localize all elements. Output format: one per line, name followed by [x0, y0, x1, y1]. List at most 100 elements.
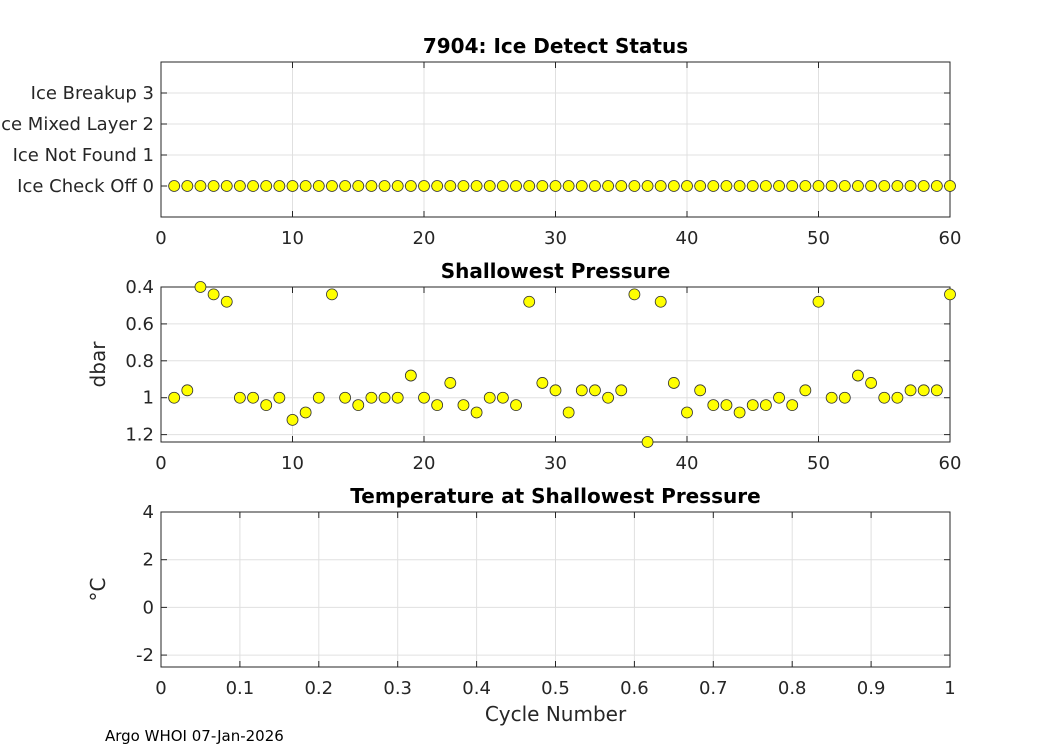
data-point [681, 180, 693, 192]
data-point [707, 399, 720, 411]
data-point [786, 399, 799, 411]
y-tick-label: -2 [136, 645, 154, 666]
data-point [944, 288, 956, 301]
data-point [917, 180, 930, 192]
data-point [891, 180, 904, 192]
y-tick-label: 0.4 [125, 277, 154, 298]
y-tick-label: 0 [143, 597, 154, 618]
data-point [694, 384, 707, 397]
data-point [510, 180, 522, 192]
x-tick-label: 10 [281, 453, 304, 474]
data-point [233, 180, 246, 192]
data-point [917, 384, 930, 397]
data-point [733, 406, 746, 419]
data-point [181, 384, 194, 397]
data-point [733, 180, 746, 192]
data-point [667, 377, 680, 389]
data-point [207, 180, 220, 192]
axes-frame [160, 511, 951, 668]
data-point [641, 436, 654, 448]
chart-title: Temperature at Shallowest Pressure [350, 484, 760, 508]
data-point [299, 180, 312, 192]
data-point [352, 180, 365, 192]
data-point [865, 377, 877, 389]
data-point [654, 180, 667, 192]
data-point [760, 399, 772, 411]
y-axis-label: °C [86, 578, 110, 602]
data-point [628, 180, 641, 192]
data-point [391, 391, 404, 404]
data-point [496, 180, 509, 192]
data-point [562, 406, 575, 419]
x-tick-label: 30 [544, 453, 567, 474]
data-point [326, 288, 338, 301]
data-point [326, 180, 338, 192]
data-point [378, 391, 391, 404]
data-point [746, 399, 759, 411]
data-point [773, 391, 785, 404]
data-point [339, 180, 352, 192]
x-tick-label: 10 [281, 228, 304, 249]
data-point [457, 180, 470, 192]
temperature-shallowest-pressure-chart: 0 0.1 0.2 0.3 0.4 0.5 0.6 0.7 0.8 0.9 1-2024Temper… [86, 484, 956, 726]
data-point [838, 391, 851, 404]
data-point [589, 180, 601, 192]
x-tick-label: 0.8 [778, 678, 807, 699]
x-tick-label: 0.7 [699, 678, 728, 699]
data-point [575, 180, 588, 192]
data-point [720, 399, 733, 411]
x-tick-label: 0.2 [304, 678, 333, 699]
data-point [483, 391, 496, 404]
data-point [510, 399, 522, 411]
data-point [654, 295, 667, 308]
data-point [523, 295, 536, 308]
data-point [536, 180, 549, 192]
data-point [602, 391, 614, 404]
ice-detect-status-chart: 0 10 20 30 40 50 60 Ice Check Off 0 Ice Not Foun… [0, 34, 961, 249]
data-point [299, 406, 312, 419]
data-point [825, 180, 838, 192]
data-point [444, 377, 457, 389]
x-axis-label: Cycle Number [485, 702, 627, 726]
data-point [865, 180, 877, 192]
data-point [339, 391, 352, 404]
data-point [694, 180, 707, 192]
data-point [930, 384, 943, 397]
x-tick-label: 50 [807, 453, 830, 474]
data-point [562, 180, 575, 192]
x-tick-label: 0 [155, 228, 166, 249]
data-point [799, 384, 812, 397]
x-tick-label: 60 [939, 453, 962, 474]
data-point [365, 180, 378, 192]
data-point [904, 180, 917, 192]
x-tick-label: 0.5 [541, 678, 570, 699]
x-tick-label: 20 [413, 228, 436, 249]
x-tick-label: 40 [676, 453, 699, 474]
data-point [773, 180, 785, 192]
x-tick-label: 0.6 [620, 678, 649, 699]
data-point [220, 295, 233, 308]
footer-credit: Argo WHOI 07-Jan-2026 [105, 727, 284, 745]
data-point [431, 399, 444, 411]
y-axis-label: dbar [86, 341, 110, 388]
data-point [852, 369, 864, 382]
shallowest-pressure-chart: 0 10 20 30 40 50 60 0.4 0.6 0.8 1 1.2 Shallowest Pre… [86, 259, 961, 474]
data-point [720, 180, 733, 192]
y-tick-label: Ice Breakup 3 [31, 83, 154, 104]
data-point [786, 180, 799, 192]
data-point [233, 391, 246, 404]
data-point [575, 384, 588, 397]
axes-frame [160, 61, 951, 218]
y-tick-label: Ice Not Found 1 [13, 145, 154, 166]
data-point [825, 391, 838, 404]
y-tick-label: 0.8 [125, 351, 154, 372]
data-point [352, 399, 365, 411]
data-point [707, 180, 720, 192]
data-point [260, 399, 273, 411]
data-point [391, 180, 404, 192]
y-tick-label: 0.6 [125, 314, 154, 335]
data-point [168, 391, 181, 404]
data-point [760, 180, 772, 192]
x-tick-label: 40 [676, 228, 699, 249]
data-point [602, 180, 614, 192]
